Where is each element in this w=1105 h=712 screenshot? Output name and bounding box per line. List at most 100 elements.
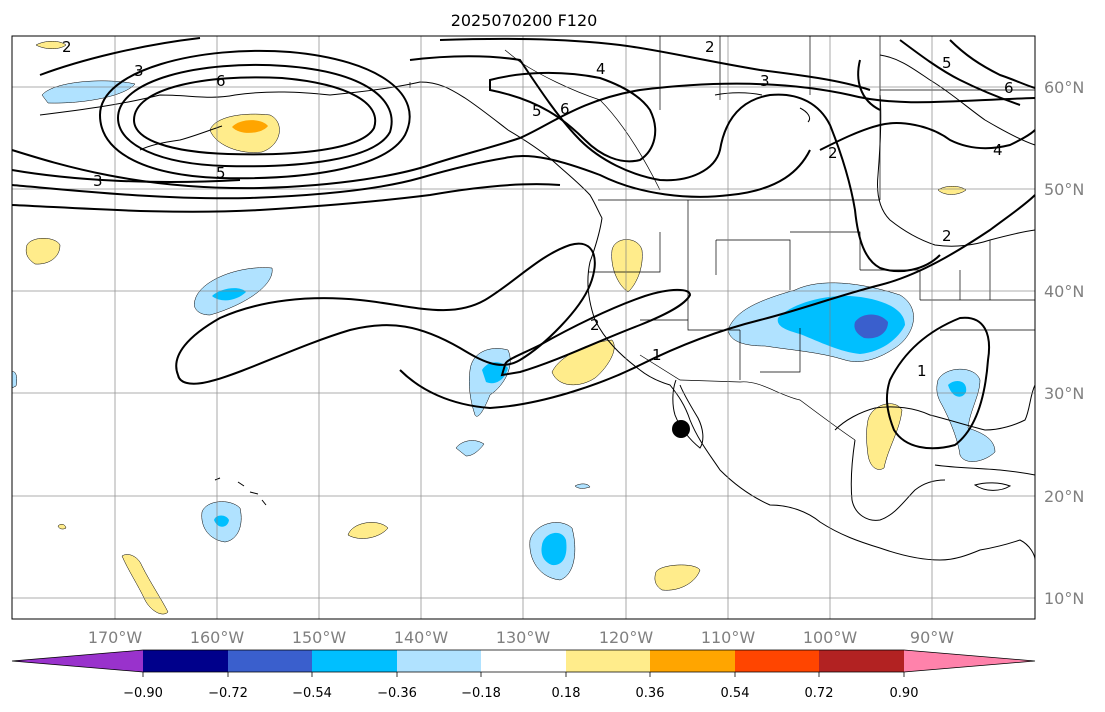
contour-label: 6 (1004, 79, 1014, 97)
shade-region (57, 524, 67, 530)
latitude-label: 30°N (1044, 384, 1084, 403)
shade-region (214, 515, 229, 527)
eastern-us-borders (920, 240, 1035, 331)
contour-label: 2 (590, 316, 600, 334)
contour-label: 3 (93, 172, 103, 190)
longitude-label: 150°W (292, 628, 347, 647)
colorbar-segment (735, 650, 819, 672)
colorbar-ticks: −0.90 −0.72 −0.54 −0.36 −0.18 0.18 0.36 … (123, 672, 918, 701)
shade-region (11, 371, 18, 389)
contour-line (11, 82, 1036, 190)
hispaniola-coast (973, 482, 1012, 491)
colorbar-segment (228, 650, 312, 672)
shade-region (866, 403, 903, 470)
longitude-labels: 170°W 160°W 150°W 140°W 130°W 120°W 110°… (88, 628, 954, 647)
contour-line (39, 37, 201, 76)
shade-region (482, 362, 508, 384)
colorbar-tick-label: 0.90 (890, 686, 919, 701)
gulf-coast (834, 384, 1036, 431)
contour-line (98, 49, 411, 180)
contour-line (11, 169, 241, 183)
cuba-coast (934, 464, 1036, 476)
shade-region (541, 532, 567, 566)
contour-line (857, 59, 881, 111)
shade-region (121, 554, 169, 615)
contour-lines (11, 37, 1036, 450)
contour-label: 4 (993, 141, 1003, 159)
shade-region (854, 314, 888, 339)
contour-label: 6 (560, 100, 570, 118)
contour-label: 5 (942, 54, 952, 72)
colorbar-tick-label: −0.90 (123, 686, 163, 701)
colorbar-tick-label: 0.36 (636, 686, 665, 701)
shade-region (611, 239, 643, 293)
colorbar: −0.90 −0.72 −0.54 −0.36 −0.18 0.18 0.36 … (11, 649, 1036, 701)
shade-region (574, 483, 591, 489)
contour-label: 4 (596, 60, 606, 78)
contour-line (11, 183, 561, 213)
location-marker (672, 420, 690, 438)
contour-line (949, 39, 1036, 89)
contour-line (500, 288, 692, 377)
shade-region (41, 80, 136, 104)
baja-california (672, 379, 704, 449)
contour-label: 3 (760, 72, 770, 90)
colorbar-tick-label: 0.72 (805, 686, 834, 701)
contour-line (116, 63, 393, 168)
colorbar-tick-label: −0.72 (208, 686, 248, 701)
shade-region (777, 295, 905, 354)
colorbar-segment (904, 650, 1035, 672)
colorbar-segment (12, 650, 143, 672)
longitude-label: 160°W (190, 628, 245, 647)
contour-line (175, 242, 596, 385)
colorbar-tick-label: −0.18 (461, 686, 501, 701)
contour-line (885, 316, 990, 450)
shade-region (347, 522, 389, 539)
longitude-label: 130°W (496, 628, 551, 647)
map-frame (11, 35, 1036, 620)
latitude-label: 10°N (1044, 589, 1084, 608)
shade-region (937, 186, 967, 195)
shade-region (455, 440, 485, 457)
contour-label: 1 (917, 362, 927, 380)
colorbar-tick-label: 0.54 (721, 686, 750, 701)
great-lakes-region (877, 94, 1036, 247)
colorbar-segment (566, 650, 650, 672)
coastlines (39, 54, 1036, 561)
contour-label: 2 (828, 144, 838, 162)
hudson-bay-coast (879, 54, 1036, 146)
colorbar-tick-label: 0.18 (552, 686, 581, 701)
colorbar-segment (143, 650, 228, 672)
latitude-label: 20°N (1044, 487, 1084, 506)
shade-region (654, 564, 701, 591)
contour-line (409, 55, 941, 273)
contour-line (819, 122, 1036, 151)
latitude-label: 40°N (1044, 282, 1084, 301)
colorbar-segment (650, 650, 735, 672)
pacific-mexico-coast (587, 217, 1036, 561)
longitude-label: 120°W (599, 628, 654, 647)
contour-line (11, 149, 811, 200)
colorbar-segment (481, 650, 566, 672)
colorbar-tick-label: −0.36 (377, 686, 417, 701)
longitude-label: 100°W (803, 628, 858, 647)
map-title: 2025070200 F120 (451, 11, 598, 30)
shade-region (25, 238, 61, 265)
contour-line (132, 76, 377, 156)
contour-label: 5 (216, 164, 226, 182)
shade-region (232, 120, 268, 133)
contour-line (399, 194, 1036, 410)
shade-region (936, 368, 996, 462)
contour-label: 2 (62, 38, 72, 56)
longitude-label: 170°W (88, 628, 143, 647)
us-mexico-border (639, 354, 856, 441)
mexico-gulf-coast (850, 439, 946, 521)
longitude-label: 90°W (910, 628, 954, 647)
canada-province-borders (659, 36, 1035, 200)
latitude-labels: 60°N 50°N 40°N 30°N 20°N 10°N (1044, 78, 1084, 608)
longitude-label: 110°W (701, 628, 756, 647)
colorbar-tick-label: −0.54 (292, 686, 332, 701)
graticule (12, 36, 1035, 619)
alaska-peninsula (139, 125, 223, 151)
